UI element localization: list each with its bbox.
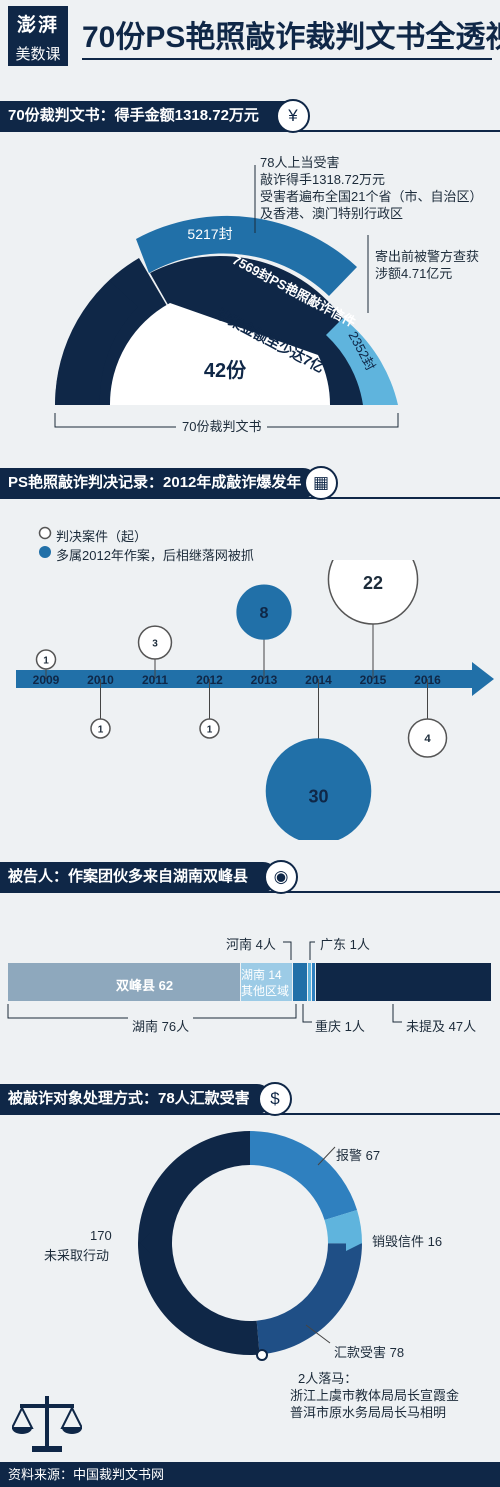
- base-label: 70份裁判文书: [176, 416, 268, 435]
- hunan-total-label: 湖南 76人: [128, 1016, 194, 1035]
- guangdong-label: 广东 1人: [320, 937, 370, 952]
- page-title: 70份PS艳照敲诈裁判文书全透视: [82, 21, 500, 54]
- year-label-2012: 2012: [196, 673, 223, 687]
- donut-slice-汇款受害: [256, 1243, 362, 1355]
- year-label-2009: 2009: [33, 673, 60, 687]
- section1-rule: [0, 130, 500, 132]
- legend-open-circle: [38, 526, 52, 540]
- logo: 澎湃 美数课: [8, 6, 68, 66]
- bubble-value-2015: 22: [363, 573, 383, 593]
- bubble-value-2009: 1: [43, 656, 49, 667]
- bubble-value-2014: 30: [308, 786, 328, 806]
- logo-top-text: 澎湃: [16, 14, 59, 36]
- section2-rule: [0, 497, 500, 499]
- bar-segment-3: [293, 963, 309, 1001]
- location-icon: ◉: [264, 860, 298, 894]
- year-label-2016: 2016: [414, 673, 441, 687]
- no-action-label: 未采取行动: [44, 1248, 110, 1263]
- legend-filled-circle: [39, 546, 51, 558]
- henan-label: 河南 4人: [226, 937, 276, 952]
- center-count: 42份: [204, 358, 247, 382]
- bar-segment-5: [311, 963, 316, 1001]
- destroy-label: 销毁信件 16: [372, 1234, 443, 1249]
- bar-segment-6: [315, 963, 492, 1001]
- victims-note-line3: 受害者遍布全国21个省（市、自治区）: [260, 189, 483, 204]
- arc-5217: [136, 215, 357, 296]
- scales-icon: [12, 1396, 82, 1452]
- bubble-value-2016: 4: [424, 733, 431, 745]
- legend-cases: 判决案件（起）: [56, 529, 148, 544]
- bar-segment-1: [8, 963, 241, 1001]
- year-label-2015: 2015: [360, 673, 387, 687]
- source-footer: 资料来源：中国裁判文书网: [0, 1462, 500, 1487]
- calendar-icon: ▦: [304, 466, 338, 500]
- year-label-2014: 2014: [305, 673, 332, 687]
- bubble-value-2012: 1: [207, 725, 213, 736]
- year-label-2011: 2011: [142, 673, 168, 687]
- section4-rule: [0, 1113, 500, 1115]
- victims-note-line2: 敲诈得手1318.72万元: [260, 172, 385, 187]
- section3-rule: [0, 891, 500, 893]
- officials-line3: 普洱市原水务局局长马相明: [290, 1405, 447, 1420]
- bubble-2014: [265, 738, 372, 840]
- bar-segment-4: [308, 963, 312, 1001]
- no-action-value: 170: [90, 1228, 112, 1243]
- timeline-chart: 1 2009 1 2010 3 2011 1 2012 8 2013 30 2014 22 2015 4 20…: [16, 560, 494, 840]
- timeline-axis: [16, 662, 494, 696]
- defendant-bar: [8, 963, 492, 1001]
- intercept-note-line1: 寄出前被警方查获: [375, 249, 480, 264]
- hunan-other-label-1: 湖南 14: [241, 968, 282, 982]
- officials-marker: [256, 1349, 268, 1361]
- arc-inner-left: [55, 281, 138, 405]
- shuangfeng-label: 双峰县 62: [116, 978, 174, 993]
- bubble-value-2013: 8: [260, 604, 269, 622]
- bubble-2011: [137, 625, 173, 660]
- donut-slice-报警: [250, 1131, 358, 1221]
- year-label-2013: 2013: [251, 673, 278, 687]
- police-leader: [317, 1146, 336, 1166]
- arc-2352: [326, 318, 398, 405]
- section4-heading: 被敲诈对象处理方式：78人汇款受害: [0, 1084, 272, 1114]
- bubble-2010: [90, 718, 111, 739]
- chongqing-label: 重庆 1人: [315, 1019, 365, 1034]
- response-donut: [138, 1131, 362, 1361]
- bubble-2016: [407, 718, 448, 758]
- section2-heading: PS艳照敲诈判决记录：2012年成敲诈爆发年: [0, 468, 318, 498]
- arc-inner: [109, 303, 330, 405]
- destroy-pointer: [346, 1235, 362, 1251]
- police-label: 报警 67: [336, 1148, 381, 1163]
- legend-2012: 多属2012年作案，后相继落网被抓: [56, 548, 254, 563]
- bubble-2015: [327, 560, 419, 625]
- section1-heading: 70份裁判文书：得手金额1318.72万元: [0, 101, 300, 131]
- bubble-value-2011: 3: [152, 639, 158, 650]
- money-icon: ¥: [276, 99, 310, 133]
- officials-line2: 浙江上虞市教体局局长宣霞金: [290, 1388, 460, 1403]
- intercept-note-line2: 涉额4.71亿元: [375, 266, 453, 281]
- label-5217: 5217封: [187, 226, 232, 242]
- bar-segment-2: [240, 963, 294, 1001]
- title-divider: [82, 58, 492, 60]
- section3-heading: 被告人：作案团伙多来自湖南双峰县: [0, 862, 278, 892]
- hunan-other-label-2: 其他区域: [241, 984, 290, 998]
- bubble-value-2010: 1: [98, 725, 104, 736]
- unmentioned-label: 未提及 47人: [406, 1019, 477, 1034]
- bubble-2013: [236, 584, 292, 640]
- money-bag-icon: $: [258, 1082, 292, 1116]
- bubble-2009: [35, 649, 57, 670]
- victims-note-line1: 78人上当受害: [260, 155, 340, 170]
- paid-leader: [305, 1324, 331, 1344]
- victims-note-line4: 及香港、澳门特别行政区: [260, 206, 404, 221]
- year-label-2010: 2010: [87, 673, 114, 687]
- logo-bottom-text: 美数课: [15, 46, 61, 63]
- donut-slice-未采取行动: [138, 1131, 260, 1355]
- donut-slice-销毁信件: [324, 1210, 362, 1244]
- officials-line1: 2人落马：: [298, 1371, 358, 1386]
- bubble-2012: [199, 718, 220, 739]
- arc-chart: 5217封 7569封PS艳照敲诈信件 2352封 涉案金额至少达7亿 42份: [54, 165, 399, 428]
- paid-label: 汇款受害 78: [334, 1345, 405, 1360]
- no-action-pointer: [140, 1233, 150, 1253]
